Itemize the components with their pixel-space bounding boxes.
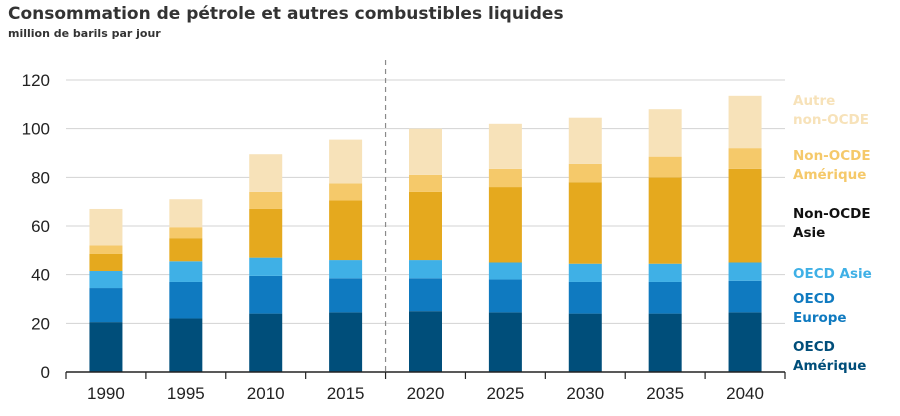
bar-segment xyxy=(409,174,442,192)
bar-segment xyxy=(169,318,203,372)
chart-subtitle: million de barils par jour xyxy=(8,27,161,40)
bar-segment xyxy=(728,168,762,263)
bar-segment xyxy=(488,312,522,372)
bar-segment xyxy=(409,260,442,279)
bar-segment xyxy=(568,117,602,164)
legend-entry: Autre non-OCDE xyxy=(793,93,869,128)
x-tick-label: 2035 xyxy=(646,384,684,403)
x-tick-label: 2010 xyxy=(247,384,285,403)
legend: Autre non-OCDE Non-OCDE Amérique Non-OCDE Asi… xyxy=(793,93,872,374)
x-tick-label: 2030 xyxy=(566,384,604,403)
y-tick-label: 80 xyxy=(31,168,50,187)
bar-segment xyxy=(648,177,682,264)
y-tick-label: 0 xyxy=(41,363,50,382)
y-tick-label: 120 xyxy=(22,71,50,90)
bar-segment xyxy=(409,278,442,312)
bar-segment xyxy=(169,199,203,228)
y-tick-label: 40 xyxy=(31,266,50,285)
legend-entry: Non-OCDE Amérique xyxy=(793,148,871,183)
bar-segment xyxy=(249,208,283,258)
bar-segment xyxy=(728,148,762,169)
bar-segment xyxy=(89,271,123,289)
bar-segment xyxy=(169,227,203,239)
bar-segment xyxy=(409,191,442,261)
bar-segment xyxy=(169,238,203,262)
legend-entry: Non-OCDE Asie xyxy=(793,206,871,241)
bar-segment xyxy=(89,208,123,246)
bar-segment xyxy=(329,260,363,279)
bar-segment xyxy=(728,262,762,281)
bar-segment xyxy=(648,313,682,372)
bar-segment xyxy=(488,123,522,169)
x-tick-label: 2040 xyxy=(726,384,764,403)
bar-segment xyxy=(249,257,283,276)
bar-segment xyxy=(249,154,283,192)
bar-segment xyxy=(329,312,363,372)
bar-segment xyxy=(89,322,123,372)
bar-segment xyxy=(648,281,682,314)
bar-segment xyxy=(409,128,442,175)
bar-segment xyxy=(329,183,363,201)
bar-segment xyxy=(488,187,522,263)
y-tick-label: 100 xyxy=(22,120,50,139)
bar-segment xyxy=(329,139,363,184)
bar-segment xyxy=(488,262,522,280)
bar-segment xyxy=(89,253,123,272)
bar-segment xyxy=(89,288,123,323)
bar-segment xyxy=(728,312,762,372)
chart-title: Consommation de pétrole et autres combus… xyxy=(8,4,564,24)
y-tick-label: 60 xyxy=(31,217,50,236)
bar-segment xyxy=(249,275,283,314)
bar-segment xyxy=(249,191,283,209)
bar-segment xyxy=(648,109,682,157)
bar-segment xyxy=(728,280,762,313)
bar-segment xyxy=(249,313,283,372)
legend-entry: OECD Europe xyxy=(793,291,847,326)
legend-entry: OECD Amérique xyxy=(793,339,866,374)
x-tick-label: 2025 xyxy=(486,384,524,403)
bar-segment xyxy=(329,278,363,313)
bar-segment xyxy=(648,156,682,178)
bar-segment xyxy=(169,261,203,282)
x-tick-label: 1995 xyxy=(167,384,205,403)
bar-segment xyxy=(329,200,363,261)
x-tick-label: 2015 xyxy=(327,384,365,403)
bar-stacks xyxy=(89,95,762,372)
bar-segment xyxy=(648,263,682,282)
x-tick-label: 2020 xyxy=(407,384,445,403)
bar-segment xyxy=(488,168,522,188)
bar-segment xyxy=(89,245,123,254)
bar-segment xyxy=(169,281,203,319)
bar-segment xyxy=(568,263,602,282)
bar-segment xyxy=(488,279,522,313)
bar-segment xyxy=(728,95,762,149)
y-tick-label: 20 xyxy=(31,314,50,333)
x-tick-label: 1990 xyxy=(87,384,125,403)
bar-segment xyxy=(568,163,602,183)
bar-segment xyxy=(409,311,442,372)
bar-segment xyxy=(568,182,602,264)
bar-segment xyxy=(568,313,602,372)
legend-entry: OECD Asie xyxy=(793,266,872,282)
bar-segment xyxy=(568,281,602,314)
